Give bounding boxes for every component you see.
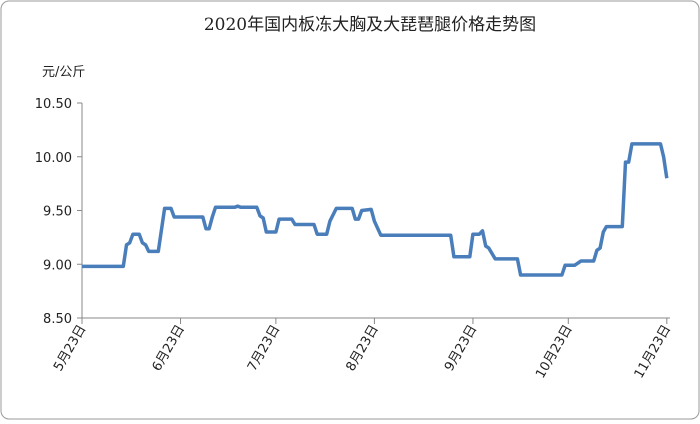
y-tick-label: 10.50	[35, 97, 72, 112]
y-tick-label: 8.50	[43, 312, 72, 327]
price-line	[82, 142, 669, 277]
y-tick-label: 10.00	[35, 151, 72, 166]
chart-title: 2020年国内板冻大胸及大琵琶腿价格走势图	[204, 15, 536, 35]
y-axis-label: 元/公斤	[42, 65, 85, 80]
y-tick-label: 9.00	[43, 258, 72, 273]
y-tick-label: 9.50	[43, 205, 72, 220]
